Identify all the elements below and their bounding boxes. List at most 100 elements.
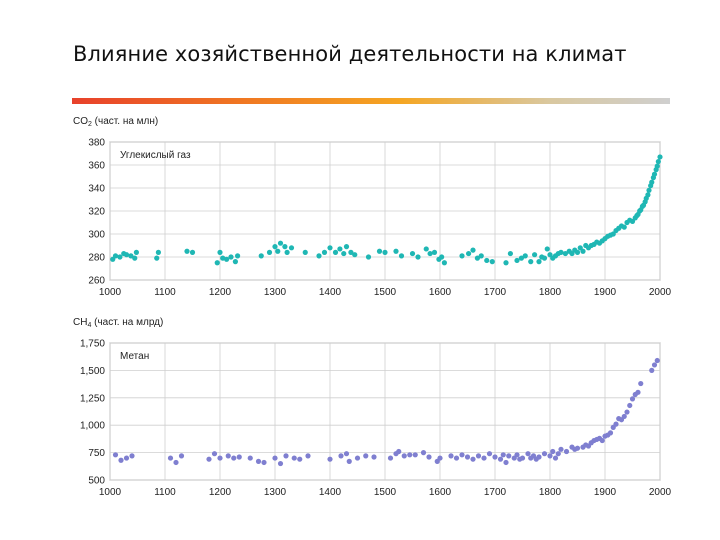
co2-data-point bbox=[474, 255, 480, 261]
ch4-data-point bbox=[497, 456, 504, 462]
co2-y-tick-label: 260 bbox=[88, 276, 105, 287]
co2-data-point bbox=[649, 179, 655, 185]
ch4-data-point bbox=[338, 453, 344, 459]
ch4-data-point bbox=[574, 445, 581, 451]
ch4-data-point bbox=[607, 430, 614, 436]
ch4-data-point bbox=[206, 456, 212, 462]
co2-data-point bbox=[621, 224, 627, 230]
co2-series-label: Углекислый газ bbox=[120, 150, 191, 161]
ch4-x-tick-label: 1300 bbox=[264, 487, 287, 498]
ch4-data-point bbox=[621, 413, 627, 420]
ch4-y-tick-label: 1,000 bbox=[80, 421, 105, 432]
co2-chart: CO2 (част. на млн) 380 360 340 320 300 280 260… bbox=[73, 116, 672, 298]
ch4-x-tick-label: 1000 bbox=[99, 487, 122, 498]
co2-data-point bbox=[558, 249, 564, 255]
co2-data-point bbox=[184, 248, 190, 254]
ch4-data-point bbox=[536, 454, 542, 460]
co2-data-point bbox=[272, 244, 278, 250]
co2-x-tick-label: 1300 bbox=[264, 287, 287, 298]
co2-data-point bbox=[123, 252, 130, 258]
co2-data-point bbox=[651, 171, 658, 177]
ch4-data-point bbox=[514, 452, 520, 458]
ch4-data-point bbox=[255, 458, 262, 464]
ch4-data-point bbox=[613, 421, 619, 427]
ch4-data-point bbox=[247, 455, 253, 461]
co2-x-tick-label: 1100 bbox=[154, 287, 176, 298]
co2-data-point bbox=[365, 254, 372, 260]
ch4-data-point bbox=[503, 459, 509, 466]
ch4-data-point bbox=[173, 459, 179, 466]
co2-data-point bbox=[654, 163, 660, 169]
ch4-data-point bbox=[563, 448, 570, 455]
ch4-unit-prefix: CH bbox=[73, 317, 87, 328]
ch4-data-point bbox=[118, 457, 124, 463]
co2-data-point bbox=[409, 250, 416, 257]
co2-data-point bbox=[341, 250, 347, 257]
co2-x-tick-label: 1700 bbox=[484, 287, 507, 298]
co2-data-point bbox=[528, 259, 534, 265]
ch4-x-tick-label: 1400 bbox=[319, 487, 342, 498]
co2-data-point bbox=[133, 249, 139, 255]
ch4-data-point bbox=[178, 453, 185, 459]
ch4-data-point bbox=[453, 455, 460, 461]
ch4-data-point bbox=[506, 453, 512, 459]
ch4-data-point bbox=[649, 367, 655, 373]
ch4-data-point bbox=[217, 455, 223, 461]
ch4-data-point bbox=[448, 453, 454, 459]
ch4-data-point bbox=[129, 453, 135, 459]
co2-data-point bbox=[580, 248, 586, 254]
co2-data-point bbox=[544, 246, 550, 252]
co2-data-point bbox=[393, 248, 399, 254]
co2-data-point bbox=[536, 259, 542, 265]
co2-data-point bbox=[235, 253, 241, 259]
co2-data-point bbox=[484, 257, 490, 264]
ch4-data-point bbox=[486, 451, 493, 457]
co2-data-point bbox=[574, 249, 581, 255]
co2-data-point bbox=[224, 256, 230, 262]
ch4-data-point bbox=[426, 454, 432, 460]
ch4-y-tick-label: 500 bbox=[88, 476, 105, 487]
ch4-data-point bbox=[327, 456, 333, 462]
ch4-data-point bbox=[481, 455, 487, 461]
co2-data-point bbox=[415, 254, 421, 260]
slide-title: Влияние хозяйственной деятельности на кл… bbox=[73, 42, 627, 66]
ch4-data-point bbox=[552, 455, 559, 461]
co2-data-point bbox=[655, 158, 661, 165]
ch4-data-point bbox=[396, 448, 402, 455]
co2-y-tick-label: 360 bbox=[88, 161, 105, 172]
ch4-data-point bbox=[525, 451, 531, 457]
co2-data-point bbox=[541, 255, 548, 261]
co2-y-tick-label: 300 bbox=[88, 230, 105, 241]
ch4-data-point bbox=[401, 453, 407, 459]
ch4-data-point bbox=[550, 448, 556, 455]
ch4-x-tick-label: 1800 bbox=[539, 487, 562, 498]
co2-data-point bbox=[117, 254, 123, 260]
ch4-data-point bbox=[283, 453, 289, 459]
co2-data-point bbox=[431, 249, 438, 255]
ch4-data-point bbox=[555, 451, 561, 457]
co2-data-point bbox=[645, 192, 651, 198]
co2-data-point bbox=[112, 253, 119, 259]
ch4-data-point bbox=[277, 460, 284, 467]
co2-data-point bbox=[132, 255, 138, 261]
ch4-data-point bbox=[638, 380, 644, 387]
ch4-data-point bbox=[651, 362, 658, 368]
co2-unit-sub: 2 bbox=[88, 121, 92, 128]
co2-data-point bbox=[503, 260, 509, 266]
ch4-x-tick-label: 1900 bbox=[594, 487, 617, 498]
co2-data-point bbox=[332, 249, 339, 255]
ch4-x-tick-label: 1500 bbox=[374, 487, 397, 498]
ch4-axis-unit: CH4 (част. на млрд) bbox=[73, 317, 163, 329]
co2-data-point bbox=[258, 253, 264, 259]
co2-data-point bbox=[514, 257, 520, 264]
ch4-data-point bbox=[599, 437, 605, 444]
co2-data-point bbox=[316, 253, 322, 259]
co2-data-point bbox=[232, 259, 238, 265]
ch4-data-point bbox=[475, 453, 482, 459]
co2-data-point bbox=[532, 252, 538, 258]
co2-data-point bbox=[189, 249, 196, 255]
co2-data-point bbox=[439, 254, 445, 260]
ch4-data-point bbox=[558, 446, 564, 452]
